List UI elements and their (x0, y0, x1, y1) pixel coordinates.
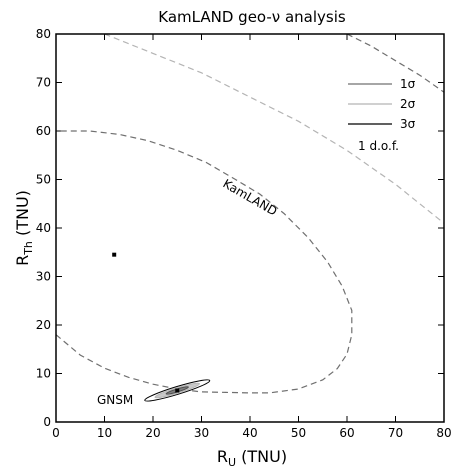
y-tick-label: 40 (36, 221, 51, 235)
svg-text:RTh (TNU): RTh (TNU) (13, 190, 35, 266)
y-tick-label: 30 (36, 270, 51, 284)
y-tick-label: 0 (43, 415, 51, 429)
legend: 1σ 2σ 3σ 1 d.o.f. (348, 77, 416, 153)
x-axis-label: RU (TNU) (217, 447, 287, 469)
plot-frame (55, 33, 445, 423)
x-tick-label: 70 (388, 426, 403, 440)
y-tick-label: 50 (36, 173, 51, 187)
y-tick-label: 80 (36, 27, 51, 41)
x-tick-label: 60 (339, 426, 354, 440)
contour-series-3 (346, 33, 445, 93)
contour-series-2 (104, 33, 445, 224)
x-tick-label: 40 (242, 426, 257, 440)
kamland-annotation: KamLAND (221, 176, 280, 218)
gnsm-annotation: GNSM (97, 393, 133, 407)
chart-title: KamLAND geo-ν analysis (158, 8, 346, 26)
y-tick-label: 70 (36, 76, 51, 90)
x-axis-label-main: R (217, 447, 228, 466)
legend-label-1sigma: 1σ (400, 77, 416, 91)
x-axis-label-unit: (TNU) (236, 447, 287, 466)
legend-note: 1 d.o.f. (358, 139, 399, 153)
x-tick-label: 80 (436, 426, 451, 440)
contour-series-1 (55, 130, 353, 394)
y-axis-label-main: R (13, 255, 32, 266)
x-tick-label: 50 (291, 426, 306, 440)
y-tick-label: 10 (36, 367, 51, 381)
x-tick-label: 20 (145, 426, 160, 440)
x-tick-label: 0 (52, 426, 60, 440)
x-tick-label: 10 (97, 426, 112, 440)
legend-label-3sigma: 3σ (400, 117, 416, 131)
svg-text:RU (TNU): RU (TNU) (217, 447, 287, 469)
marker-gnsm (175, 388, 180, 393)
legend-label-2sigma: 2σ (400, 97, 416, 111)
y-axis-label-sub: Th (22, 241, 35, 256)
y-axis-label-unit: (TNU) (13, 190, 32, 241)
y-axis-label: RTh (TNU) (13, 190, 35, 266)
marker-best-fit (112, 252, 117, 257)
y-tick-label: 20 (36, 318, 51, 332)
x-axis-label-sub: U (228, 456, 236, 469)
x-tick-label: 30 (194, 426, 209, 440)
y-tick-label: 60 (36, 124, 51, 138)
